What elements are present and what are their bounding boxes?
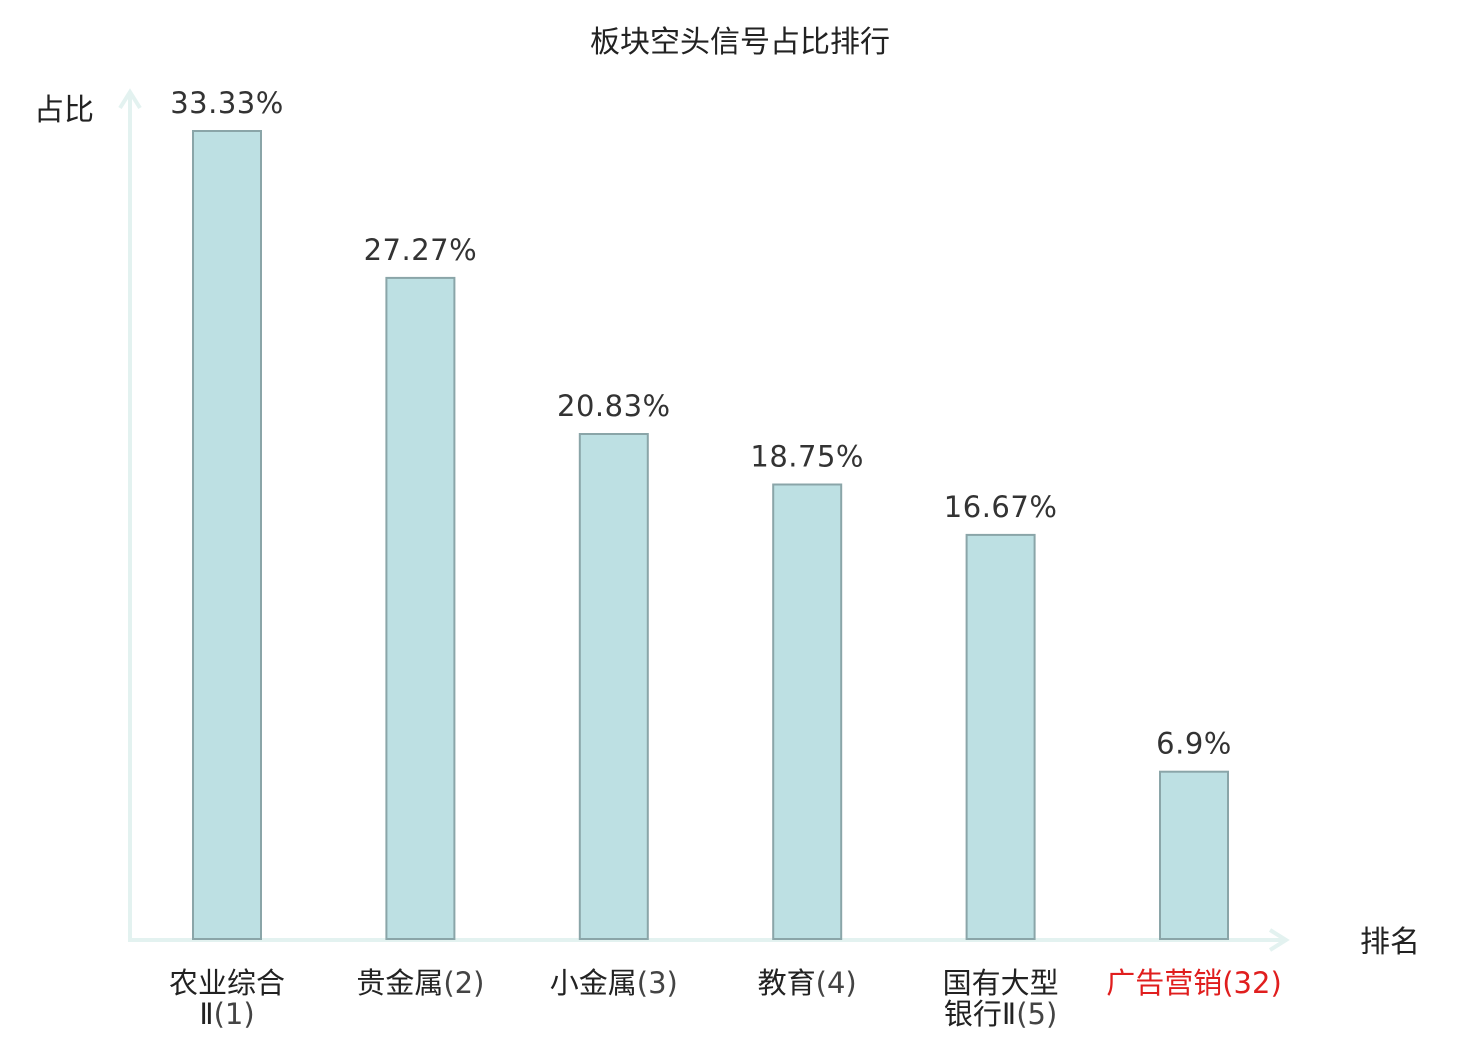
bar-1 [192,130,262,940]
x-axis-label: 排名 [1360,925,1420,960]
y-axis-label: 占比 [34,93,94,128]
bar-series [192,130,1229,941]
bar-6 [1159,770,1229,941]
value-labels: 33.33% 27.27% 20.83% 18.75% 16.67% 6.9% [170,86,1232,761]
value-label-1: 33.33% [170,86,284,120]
category-labels: 农业综合 Ⅱ(1) 贵金属(2) 小金属(3) 教育(4) 国有大型银行Ⅱ(5) 广告营销(… [169,966,1282,1031]
value-label-6: 6.9% [1156,727,1232,761]
bar-3 [578,433,649,940]
category-label-3: 小金属(3) [550,966,678,1000]
bar-2 [385,276,456,940]
category-label-5: 国有大型银行Ⅱ(5) [943,966,1059,1031]
x-axis [128,928,1290,952]
value-label-4: 18.75% [750,440,864,474]
chart-title: 板块空头信号占比排行 [590,25,890,60]
bar-5 [965,533,1036,941]
y-axis-arrow [118,88,142,110]
category-label-2: 贵金属(2) [356,966,484,1000]
value-label-2: 27.27% [364,233,478,267]
category-label-6: 广告营销(32) [1106,966,1282,1000]
category-label-4: 教育(4) [758,966,857,1000]
value-label-5: 16.67% [944,490,1058,524]
y-axis [118,88,142,942]
value-label-3: 20.83% [557,389,671,423]
bar-4 [772,483,843,940]
x-axis-arrow [1268,928,1290,952]
category-label-1: 农业综合 Ⅱ(1) [169,966,285,1031]
